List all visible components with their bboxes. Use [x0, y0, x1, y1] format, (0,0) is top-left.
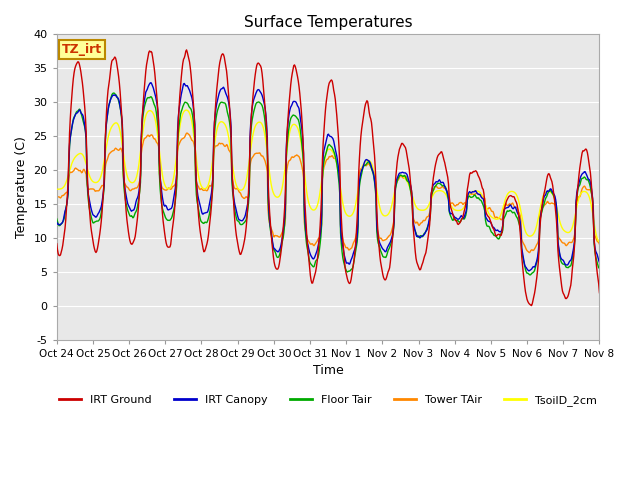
- Y-axis label: Temperature (C): Temperature (C): [15, 136, 28, 238]
- Legend: IRT Ground, IRT Canopy, Floor Tair, Tower TAir, TsoilD_2cm: IRT Ground, IRT Canopy, Floor Tair, Towe…: [54, 391, 602, 411]
- Text: TZ_irt: TZ_irt: [62, 43, 102, 56]
- X-axis label: Time: Time: [313, 364, 344, 377]
- Title: Surface Temperatures: Surface Temperatures: [244, 15, 412, 30]
